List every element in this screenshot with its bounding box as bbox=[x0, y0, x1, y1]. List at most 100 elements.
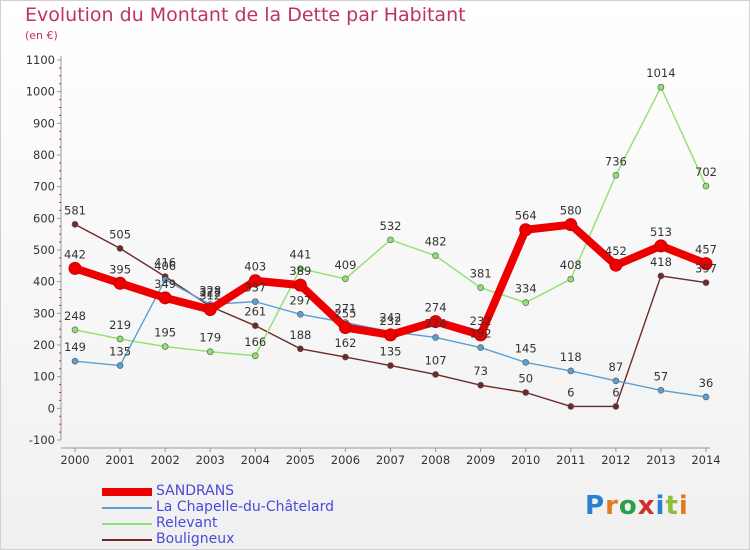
data-label-la-chapelle-du-ch-telard: 337 bbox=[244, 281, 266, 295]
data-label-la-chapelle-du-ch-telard: 118 bbox=[560, 350, 582, 364]
data-point-sandrans bbox=[293, 278, 307, 292]
data-point-la-chapelle-du-ch-telard bbox=[432, 334, 439, 341]
data-label-bouligneux: 261 bbox=[244, 305, 266, 319]
y-tick-label: 1000 bbox=[26, 85, 55, 99]
data-label-relevant: 532 bbox=[380, 219, 402, 233]
data-point-relevant bbox=[702, 182, 710, 190]
data-label-la-chapelle-du-ch-telard: 271 bbox=[334, 302, 356, 316]
data-point-sandrans bbox=[654, 239, 668, 253]
y-tick-label: 400 bbox=[33, 275, 55, 289]
x-tick-label: 2012 bbox=[601, 453, 630, 467]
data-point-la-chapelle-du-ch-telard bbox=[251, 298, 259, 305]
data-label-sandrans: 389 bbox=[289, 264, 311, 278]
data-label-bouligneux: 322 bbox=[199, 285, 221, 299]
data-label-relevant: 195 bbox=[154, 326, 176, 340]
data-label-la-chapelle-du-ch-telard: 297 bbox=[289, 293, 311, 307]
legend-label: Bouligneux bbox=[156, 531, 235, 547]
data-point-la-chapelle-du-ch-telard bbox=[612, 377, 620, 385]
data-point-bouligneux bbox=[251, 322, 259, 329]
x-tick-label: 2002 bbox=[151, 453, 180, 467]
x-tick-label: 2009 bbox=[466, 453, 495, 467]
data-point-relevant bbox=[297, 265, 304, 272]
data-label-bouligneux: 397 bbox=[695, 262, 717, 276]
data-label-sandrans: 403 bbox=[244, 260, 266, 274]
legend-swatch bbox=[102, 507, 152, 509]
data-label-relevant: 736 bbox=[605, 154, 627, 168]
x-tick-label: 2006 bbox=[331, 453, 360, 467]
data-label-la-chapelle-du-ch-telard: 57 bbox=[654, 369, 669, 383]
data-point-relevant bbox=[206, 348, 214, 355]
data-label-relevant: 219 bbox=[109, 318, 131, 332]
data-point-relevant bbox=[522, 299, 530, 306]
data-label-la-chapelle-du-ch-telard: 36 bbox=[699, 376, 714, 390]
data-point-relevant bbox=[251, 352, 259, 360]
data-label-sandrans: 457 bbox=[695, 243, 717, 257]
y-tick-label: 100 bbox=[33, 370, 55, 384]
legend-label: SANDRANS bbox=[156, 483, 235, 499]
data-label-sandrans: 442 bbox=[64, 247, 86, 261]
data-label-sandrans: 232 bbox=[470, 314, 492, 328]
data-label-sandrans: 255 bbox=[334, 307, 356, 321]
data-point-sandrans bbox=[384, 328, 397, 342]
data-label-bouligneux: 416 bbox=[154, 256, 176, 270]
data-point-relevant bbox=[161, 343, 169, 350]
data-label-bouligneux: 50 bbox=[518, 372, 533, 386]
data-point-bouligneux bbox=[657, 272, 665, 280]
data-point-relevant bbox=[477, 284, 484, 291]
data-label-bouligneux: 581 bbox=[64, 203, 86, 217]
data-label-la-chapelle-du-ch-telard: 149 bbox=[64, 340, 86, 354]
data-label-relevant: 408 bbox=[560, 258, 582, 272]
x-tick-label: 2003 bbox=[196, 453, 225, 467]
data-label-bouligneux: 418 bbox=[650, 255, 672, 269]
data-point-bouligneux bbox=[116, 245, 124, 252]
data-point-bouligneux bbox=[477, 381, 484, 389]
data-point-sandrans bbox=[158, 291, 172, 305]
y-tick-label: 0 bbox=[48, 401, 55, 415]
data-label-sandrans: 580 bbox=[560, 204, 582, 218]
y-tick-label: -100 bbox=[29, 433, 55, 447]
data-point-la-chapelle-du-ch-telard bbox=[116, 362, 124, 369]
x-tick-label: 2008 bbox=[421, 453, 450, 467]
data-point-bouligneux bbox=[702, 279, 710, 286]
data-point-sandrans bbox=[609, 258, 623, 272]
data-label-bouligneux: 107 bbox=[425, 353, 447, 367]
legend-swatch bbox=[102, 523, 152, 525]
data-point-bouligneux bbox=[522, 389, 530, 396]
data-point-sandrans bbox=[248, 274, 262, 288]
data-label-sandrans: 232 bbox=[380, 314, 402, 328]
data-label-relevant: 1014 bbox=[646, 66, 675, 80]
data-label-la-chapelle-du-ch-telard: 145 bbox=[515, 341, 537, 355]
y-tick-label: 500 bbox=[33, 243, 55, 257]
data-label-la-chapelle-du-ch-telard: 224 bbox=[425, 316, 447, 330]
data-point-sandrans bbox=[429, 315, 443, 329]
data-label-bouligneux: 188 bbox=[289, 328, 311, 342]
data-point-la-chapelle-du-ch-telard bbox=[71, 357, 79, 365]
x-tick-label: 2001 bbox=[105, 453, 134, 467]
y-tick-label: 800 bbox=[33, 148, 55, 162]
data-label-relevant: 482 bbox=[425, 235, 447, 249]
x-tick-label: 2010 bbox=[511, 453, 540, 467]
data-point-sandrans bbox=[519, 223, 533, 237]
data-label-la-chapelle-du-ch-telard: 87 bbox=[609, 360, 624, 374]
data-point-bouligneux bbox=[342, 353, 349, 361]
data-point-la-chapelle-du-ch-telard bbox=[567, 367, 575, 375]
data-point-sandrans bbox=[113, 276, 127, 290]
data-point-sandrans bbox=[338, 321, 352, 335]
data-label-relevant: 441 bbox=[289, 248, 311, 262]
data-point-sandrans bbox=[68, 261, 82, 275]
unit-label: (en €) bbox=[25, 29, 58, 42]
data-point-bouligneux bbox=[71, 221, 79, 228]
x-tick-label: 2013 bbox=[646, 453, 675, 467]
data-label-sandrans: 349 bbox=[154, 277, 176, 291]
data-point-bouligneux bbox=[432, 371, 439, 378]
data-label-relevant: 381 bbox=[470, 267, 492, 281]
y-tick-label: 1100 bbox=[26, 53, 55, 67]
x-tick-label: 2000 bbox=[60, 453, 89, 467]
data-point-relevant bbox=[612, 171, 620, 179]
data-label-la-chapelle-du-ch-telard: 406 bbox=[154, 259, 176, 273]
data-label-relevant: 702 bbox=[695, 165, 717, 179]
data-label-la-chapelle-du-ch-telard: 135 bbox=[109, 345, 131, 359]
data-point-la-chapelle-du-ch-telard bbox=[161, 276, 169, 284]
